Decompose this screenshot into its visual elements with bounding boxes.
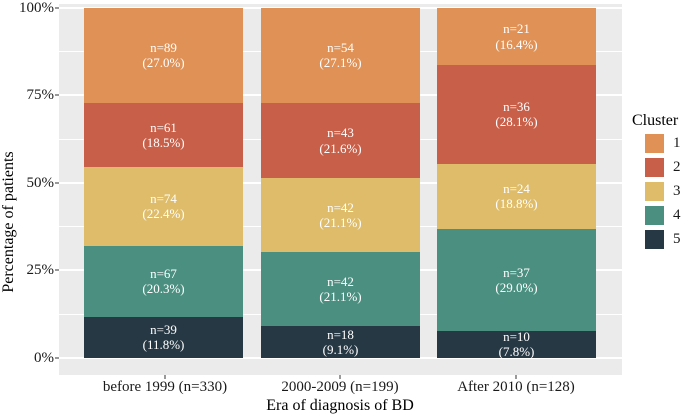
segment-count: n=10 [503,329,530,345]
legend-title: Cluster [632,112,679,129]
gridline-major-0 [59,357,622,359]
segment-percent: (16.4%) [495,36,538,52]
segment-cluster-4: n=42 (21.1%) [261,252,420,327]
legend-key-cluster-2: 2 [645,158,681,177]
x-tick-mark [339,375,341,379]
segment-cluster-5: n=39 (11.8%) [84,316,243,358]
legend-key-cluster-1: 1 [645,134,681,153]
legend-label: 1 [673,135,681,151]
segment-cluster-2: n=61 (18.5%) [84,102,243,168]
segment-percent: (7.8%) [498,344,535,360]
segment-count: n=39 [150,322,177,338]
segment-cluster-5: n=18 (9.1%) [261,326,420,358]
segment-percent: (9.1%) [322,342,359,358]
legend-swatch-cluster-2 [645,158,664,177]
segment-count: n=36 [503,99,530,115]
segment-percent: (21.6%) [319,140,362,156]
legend-swatch-cluster-5 [645,230,664,249]
legend-key-cluster-4: 4 [645,206,681,225]
segment-percent: (18.8%) [495,196,538,212]
segment-cluster-3: n=42 (21.1%) [261,178,420,253]
segment-count: n=18 [327,326,354,342]
segment-percent: (29.0%) [495,280,538,296]
legend-label: 2 [673,159,681,175]
segment-percent: (18.5%) [142,134,185,150]
legend-swatch-cluster-3 [645,182,664,201]
segment-count: n=24 [503,181,530,197]
y-tick-label-50: 50% [26,175,55,191]
segment-count: n=43 [327,125,354,141]
segment-percent: (11.8%) [142,337,185,353]
segment-cluster-4: n=67 (20.3%) [84,245,243,317]
x-tick-label-after-2010: After 2010 (n=128) [457,379,575,395]
plot-panel: n=89 (27.0%) n=61 (18.5%) n=74 (22.4%) n… [59,4,622,375]
legend-swatch-cluster-1 [645,134,664,153]
legend-key-cluster-5: 5 [645,230,681,249]
y-tick-mark [55,182,59,184]
y-axis-title: Percentage of patients [0,151,17,293]
segment-cluster-2: n=43 (21.6%) [261,102,420,179]
segment-count: n=37 [503,264,530,280]
segment-percent: (27.0%) [142,55,185,71]
x-tick-label-2000-2009: 2000-2009 (n=199) [281,379,399,395]
segment-percent: (27.1%) [319,55,362,71]
segment-cluster-3: n=24 (18.8%) [437,163,596,230]
legend-swatch-cluster-4 [645,206,664,225]
x-tick-mark [515,375,517,379]
y-tick-mark [55,7,59,9]
segment-count: n=42 [327,200,354,216]
x-tick-mark [164,375,166,379]
segment-count: n=89 [150,39,177,55]
legend-label: 4 [673,207,681,223]
segment-percent: (22.4%) [142,206,185,222]
y-tick-label-75: 75% [26,87,55,103]
legend-key-cluster-3: 3 [645,182,681,201]
segment-count: n=74 [150,191,177,207]
y-tick-mark [55,269,59,271]
bar-before-1999: n=89 (27.0%) n=61 (18.5%) n=74 (22.4%) n… [84,8,243,358]
segment-percent: (21.1%) [319,215,362,231]
bar-2000-2009: n=54 (27.1%) n=43 (21.6%) n=42 (21.1%) n… [261,8,420,358]
segment-percent: (21.1%) [319,289,362,305]
segment-count: n=21 [503,21,530,37]
legend: Cluster 1 2 3 4 5 [631,112,685,249]
y-tick-label-100: 100% [19,0,54,16]
segment-cluster-3: n=74 (22.4%) [84,167,243,246]
segment-cluster-1: n=89 (27.0%) [84,8,243,103]
legend-label: 5 [673,231,681,247]
x-tick-label-before-1999: before 1999 (n=330) [102,379,228,395]
segment-count: n=42 [327,273,354,289]
bar-after-2010: n=21 (16.4%) n=36 (28.1%) n=24 (18.8%) n… [437,8,596,360]
segment-cluster-1: n=54 (27.1%) [261,8,420,103]
segment-count: n=54 [327,40,354,56]
segment-cluster-4: n=37 (29.0%) [437,229,596,331]
x-axis-title: Era of diagnosis of BD [266,397,414,414]
y-tick-label-0: 0% [34,350,54,366]
segment-cluster-5: n=10 (7.8%) [437,329,596,360]
segment-percent: (20.3%) [142,281,185,297]
y-tick-label-25: 25% [26,262,55,278]
segment-cluster-2: n=36 (28.1%) [437,65,596,164]
y-tick-mark [55,357,59,359]
legend-label: 3 [673,183,681,199]
segment-percent: (28.1%) [495,114,538,130]
segment-cluster-1: n=21 (16.4%) [437,8,596,66]
segment-count: n=67 [150,265,177,281]
y-tick-mark [55,94,59,96]
segment-count: n=61 [150,119,177,135]
